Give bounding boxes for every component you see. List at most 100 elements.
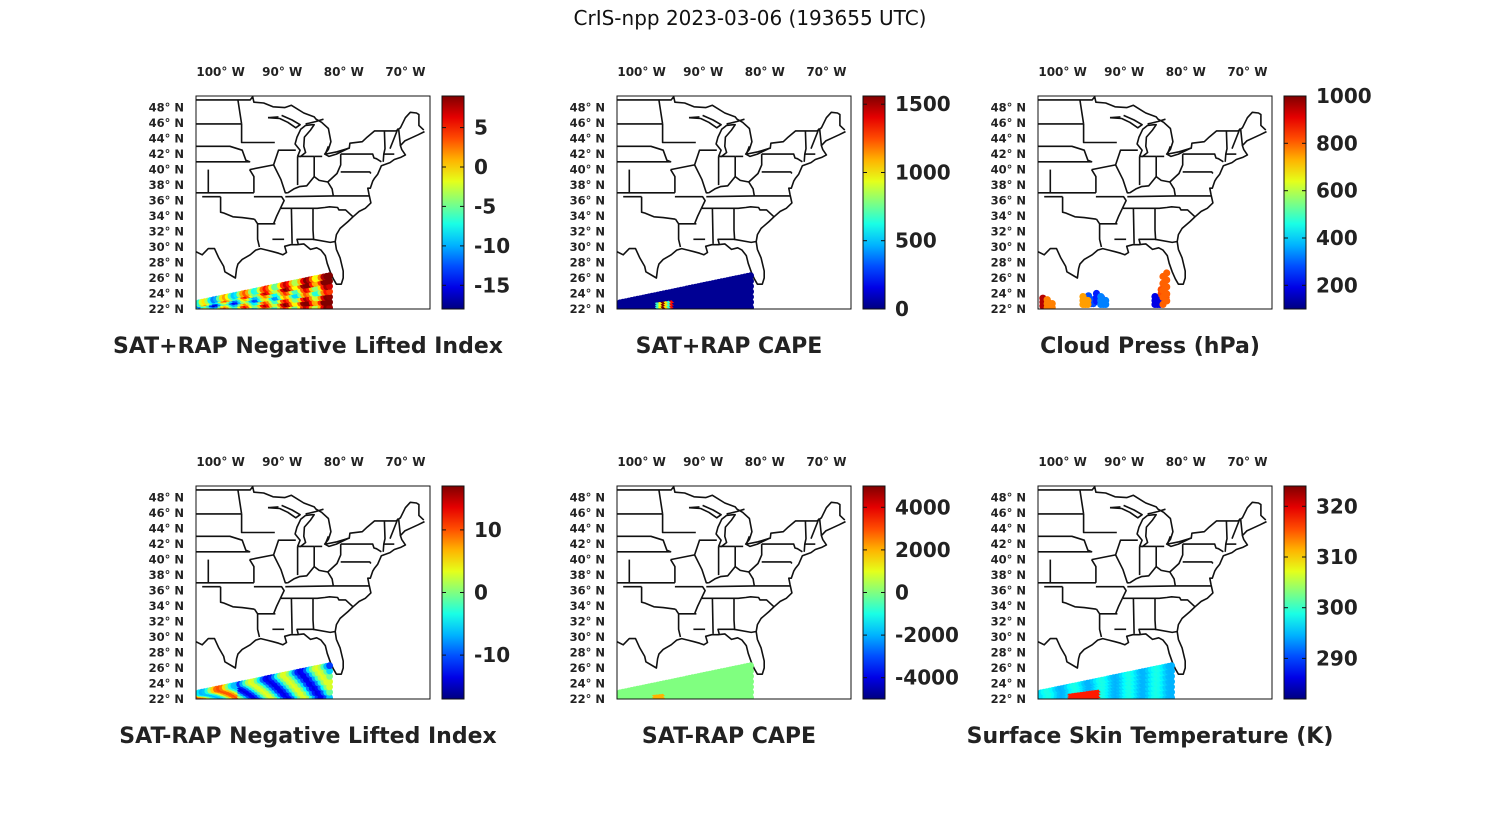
boundary-line	[818, 518, 823, 536]
boundary-line	[733, 238, 756, 244]
latitude-label: 38° N	[570, 568, 605, 582]
boundary-line	[196, 520, 425, 675]
boundary-line	[196, 96, 425, 158]
map-plot: 100° W 90° W 80° W 70° W 48° N46° N 44° N42° …	[991, 455, 1358, 706]
longitude-label: 70° W	[385, 65, 425, 79]
latitude-label: 32° N	[149, 225, 184, 239]
longitude-label: 70° W	[385, 455, 425, 469]
boundary-line	[748, 154, 763, 183]
boundary-line	[674, 218, 682, 248]
swath-point	[1079, 293, 1087, 301]
latitude-label: 38° N	[149, 568, 184, 582]
longitude-label: 90° W	[683, 455, 723, 469]
boundary-line	[237, 99, 243, 125]
latitude-label: 48° N	[991, 101, 1026, 115]
boundary-line	[670, 149, 717, 171]
longitude-label: 100° W	[1038, 65, 1086, 79]
boundary-line	[715, 123, 736, 158]
swath-point	[747, 683, 754, 691]
panel-title: SAT+RAP Negative Lifted Index	[113, 334, 503, 359]
boundary-line	[810, 128, 820, 149]
boundary-line	[693, 597, 703, 615]
latitude-label: 44° N	[570, 522, 605, 536]
swath-point	[1168, 688, 1175, 696]
boundary-line	[1182, 171, 1214, 174]
latitude-label: 48° N	[149, 491, 184, 505]
boundary-line	[748, 544, 763, 573]
boundary-line	[1095, 195, 1127, 209]
boundary-line	[253, 195, 285, 209]
latitude-label: 26° N	[149, 271, 184, 285]
boundary-line	[726, 508, 745, 515]
boundary-line	[1132, 208, 1135, 244]
map-plot: 100° W 90° W 80° W 70° W 48° N46° N 44° N42° …	[570, 65, 951, 321]
latitude-label: 40° N	[149, 163, 184, 177]
latitude-label: 38° N	[149, 178, 184, 192]
longitude-label: 100° W	[196, 65, 244, 79]
swath-point	[326, 688, 333, 696]
longitude-label: 80° W	[745, 455, 785, 469]
latitude-label: 40° N	[570, 163, 605, 177]
map-outlines	[1038, 96, 1267, 285]
latitude-label: 32° N	[570, 615, 605, 629]
latitude-label: 44° N	[991, 522, 1026, 536]
boundary-line	[1114, 207, 1124, 225]
boundary-line	[658, 99, 664, 125]
latitude-label: 24° N	[149, 677, 184, 691]
boundary-line	[324, 536, 351, 545]
swath-point	[326, 288, 333, 295]
boundary-line	[1109, 116, 1121, 119]
boundary-line	[312, 628, 335, 634]
boundary-line	[1090, 169, 1097, 193]
boundary-line	[706, 585, 790, 588]
boundary-line	[745, 146, 772, 155]
boundary-line	[1079, 99, 1085, 125]
boundary-line	[237, 489, 243, 515]
boundary-line	[1095, 218, 1103, 248]
boundary-line	[1127, 585, 1211, 588]
latitude-label: 28° N	[149, 256, 184, 270]
boundary-line	[706, 195, 790, 198]
swath-points	[1038, 662, 1175, 699]
latitude-label: 22° N	[570, 302, 605, 316]
map-plot: 100° W 90° W 80° W 70° W 48° N46° N 44° N42° …	[570, 455, 959, 706]
latitude-label: 46° N	[149, 116, 184, 130]
boundary-line	[294, 123, 315, 158]
latitude-label: 40° N	[570, 553, 605, 567]
panel-sat-rap-cape: 100° W 90° W 80° W 70° W 48° N 46° N 44° N 42° …	[489, 65, 969, 380]
colorbar-tick-label: 2000	[895, 538, 951, 562]
longitude-label: 90° W	[262, 455, 302, 469]
latitude-label: 34° N	[991, 209, 1026, 223]
boundary-line	[327, 544, 342, 573]
boundary-line	[701, 206, 775, 218]
figure-title: CrIS-npp 2023-03-06 (193655 UTC)	[573, 6, 927, 30]
swath-point	[747, 272, 754, 280]
colorbar-tick-label: -10	[474, 234, 510, 258]
boundary-line	[1147, 508, 1166, 515]
swath-point	[1043, 296, 1051, 304]
boundary-line	[1079, 489, 1085, 515]
latitude-label: 22° N	[149, 302, 184, 316]
colorbar-tick-label: -4000	[895, 666, 959, 690]
boundary-line	[240, 513, 275, 534]
boundary-line	[272, 207, 282, 225]
latitude-label: 40° N	[991, 553, 1026, 567]
panel-title: SAT-RAP CAPE	[641, 724, 817, 749]
latitude-label: 30° N	[991, 630, 1026, 644]
boundary-line	[272, 597, 282, 615]
swath-point	[747, 662, 754, 670]
boundary-line	[1239, 128, 1244, 146]
boundary-line	[290, 598, 293, 634]
swath-point	[1163, 269, 1171, 277]
boundary-line	[280, 206, 354, 218]
boundary-line	[661, 513, 696, 534]
longitude-label: 70° W	[806, 65, 846, 79]
longitude-label: 80° W	[1166, 65, 1206, 79]
colorbar-tick-label: 0	[895, 581, 909, 605]
colorbar-tick-label: 800	[1316, 131, 1358, 155]
latitude-label: 36° N	[149, 194, 184, 208]
boundary-line	[340, 561, 372, 564]
boundary-line	[253, 608, 261, 638]
swath-point	[747, 688, 754, 696]
boundary-line	[674, 608, 682, 638]
